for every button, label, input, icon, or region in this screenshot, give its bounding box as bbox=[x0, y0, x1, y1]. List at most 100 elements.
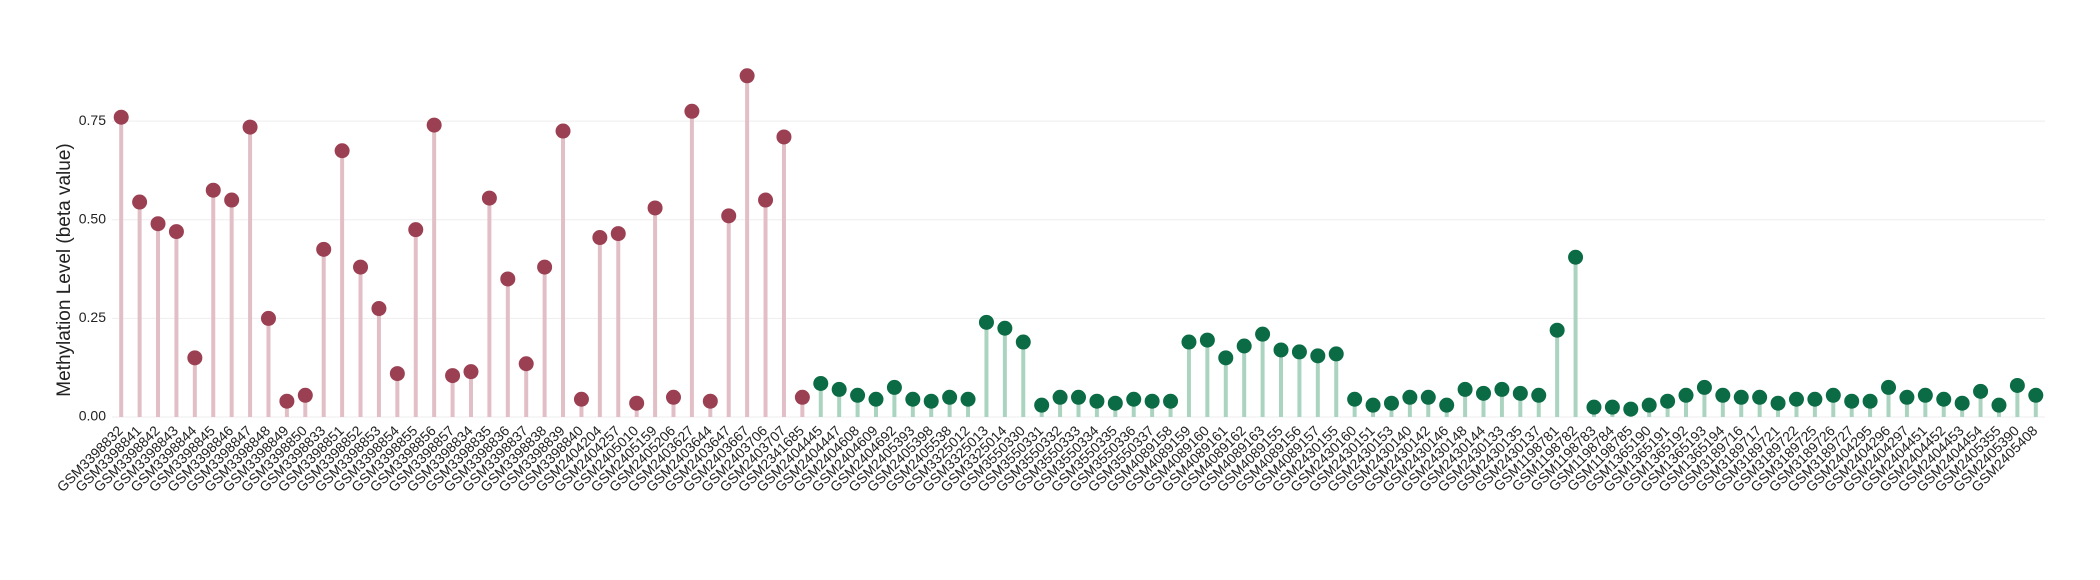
dot bbox=[868, 391, 884, 407]
dot bbox=[187, 350, 203, 366]
dot bbox=[1973, 383, 1989, 399]
dot bbox=[1347, 391, 1363, 407]
dot bbox=[905, 391, 921, 407]
dot bbox=[353, 259, 369, 275]
dot bbox=[1420, 389, 1436, 405]
dot bbox=[647, 200, 663, 216]
dot bbox=[1512, 385, 1528, 401]
dot bbox=[1107, 395, 1123, 411]
dot bbox=[113, 109, 129, 125]
dot bbox=[150, 216, 166, 232]
y-tick-label: 0.50 bbox=[79, 210, 106, 226]
dot bbox=[1881, 379, 1897, 395]
dot bbox=[1696, 379, 1712, 395]
dot bbox=[776, 129, 792, 145]
dot bbox=[2009, 377, 2025, 393]
dot bbox=[224, 192, 240, 208]
dot bbox=[1733, 389, 1749, 405]
dot bbox=[1181, 334, 1197, 350]
dot bbox=[316, 241, 332, 257]
dot bbox=[1273, 342, 1289, 358]
dot bbox=[408, 222, 424, 238]
dot bbox=[978, 314, 994, 330]
dot bbox=[1439, 397, 1455, 413]
dot bbox=[1807, 391, 1823, 407]
dot bbox=[702, 393, 718, 409]
dot bbox=[1328, 346, 1344, 362]
dot bbox=[1954, 395, 1970, 411]
dot bbox=[1015, 334, 1031, 350]
dot bbox=[1144, 393, 1160, 409]
dot bbox=[665, 389, 681, 405]
dot bbox=[1494, 381, 1510, 397]
dot bbox=[1899, 389, 1915, 405]
dot bbox=[629, 395, 645, 411]
dot bbox=[1236, 338, 1252, 354]
dot bbox=[1476, 385, 1492, 401]
dot bbox=[463, 364, 479, 380]
dot bbox=[1549, 322, 1565, 338]
dot bbox=[1752, 389, 1768, 405]
dot bbox=[886, 379, 902, 395]
dot bbox=[426, 117, 442, 133]
dot bbox=[1862, 393, 1878, 409]
dot bbox=[1310, 348, 1326, 364]
dot bbox=[518, 356, 534, 372]
dot bbox=[942, 389, 958, 405]
dot bbox=[1163, 393, 1179, 409]
y-axis-label: Methylation Level (beta value) bbox=[54, 143, 75, 396]
dot bbox=[592, 230, 608, 246]
dot bbox=[1291, 344, 1307, 360]
dot bbox=[1825, 387, 1841, 403]
dot bbox=[132, 194, 148, 210]
dot bbox=[850, 387, 866, 403]
dot bbox=[205, 182, 221, 198]
dot bbox=[1623, 401, 1639, 417]
y-tick-label: 0.25 bbox=[79, 309, 106, 325]
dot bbox=[500, 271, 516, 287]
dot bbox=[1071, 389, 1086, 405]
dot bbox=[537, 259, 553, 275]
dot bbox=[297, 387, 313, 403]
dot bbox=[1531, 387, 1547, 403]
dot bbox=[1383, 395, 1399, 411]
dot bbox=[279, 393, 295, 409]
dot bbox=[371, 301, 387, 317]
dot bbox=[168, 224, 184, 240]
dot bbox=[1788, 391, 1804, 407]
dot bbox=[389, 366, 405, 382]
dot bbox=[813, 375, 829, 391]
dot bbox=[997, 320, 1013, 336]
dot bbox=[555, 123, 571, 139]
dot bbox=[721, 208, 737, 224]
dot bbox=[610, 226, 626, 242]
dot bbox=[923, 393, 939, 409]
dot bbox=[445, 368, 461, 384]
dot bbox=[1660, 393, 1676, 409]
dot bbox=[1604, 399, 1620, 415]
dot bbox=[1770, 395, 1786, 411]
dot bbox=[1089, 393, 1105, 409]
dot bbox=[960, 391, 976, 407]
dot bbox=[1844, 393, 1860, 409]
y-tick-label: 0.00 bbox=[79, 408, 106, 424]
dot bbox=[1255, 326, 1271, 342]
dot bbox=[1199, 332, 1215, 348]
dot bbox=[1457, 381, 1473, 397]
dot bbox=[1365, 397, 1381, 413]
dot bbox=[1034, 397, 1050, 413]
dot bbox=[794, 389, 810, 405]
dot bbox=[1936, 391, 1952, 407]
dot bbox=[684, 103, 700, 119]
dot bbox=[334, 143, 350, 159]
dot bbox=[242, 119, 258, 135]
dot bbox=[1586, 399, 1602, 415]
dot bbox=[758, 192, 774, 208]
dot bbox=[1126, 391, 1142, 407]
dot bbox=[1218, 350, 1234, 366]
dot bbox=[1402, 389, 1418, 405]
dot bbox=[1917, 387, 1933, 403]
dot bbox=[2028, 387, 2044, 403]
dot bbox=[260, 310, 276, 326]
